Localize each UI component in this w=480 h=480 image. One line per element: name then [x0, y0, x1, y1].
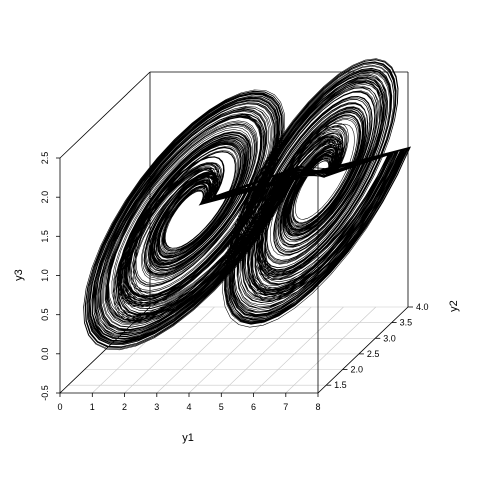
y-tick-label: 2.5	[367, 349, 380, 359]
x-tick-label: 5	[219, 402, 224, 412]
z-tick-label: 1.0	[40, 269, 50, 282]
box-edge	[59, 71, 151, 159]
trajectory	[83, 58, 411, 351]
grid-line	[285, 306, 377, 394]
z-tick-label: 1.5	[40, 230, 50, 243]
box-edge	[59, 306, 151, 394]
box-edge	[317, 306, 409, 394]
y-tick-label: 3.0	[383, 333, 396, 343]
z-tick-label: -0.5	[40, 385, 50, 401]
grid-line	[124, 306, 215, 394]
z-tick-label: 2.5	[40, 152, 50, 165]
y-axis-title: y2	[448, 300, 460, 312]
trajectory-line	[83, 58, 411, 351]
axis-ticks: 0 1 2 3 4 5 6 7 8-0.50.00.51.01.52.02.51.52.02.5…	[40, 152, 429, 412]
x-tick-label: 7	[283, 402, 288, 412]
y-tick-label: 3.5	[400, 318, 413, 328]
y-tick-label: 4.0	[416, 302, 429, 312]
grid-line	[156, 306, 248, 394]
x-tick-label: 4	[186, 402, 191, 412]
y-tick-label: 1.5	[334, 380, 347, 390]
z-tick-label: 0.0	[40, 348, 50, 361]
x-tick-label: 3	[154, 402, 159, 412]
x-tick-label: 2	[122, 402, 127, 412]
x-axis-title: y1	[182, 432, 194, 444]
base-grid	[59, 306, 409, 394]
x-tick-label: 6	[251, 402, 256, 412]
z-axis-title: y3	[13, 269, 25, 281]
y-tick-label: 2.0	[351, 365, 364, 375]
x-tick-label: 0	[57, 402, 62, 412]
x-tick-label: 8	[315, 402, 320, 412]
grid-line	[253, 306, 344, 394]
x-tick-label: 1	[90, 402, 95, 412]
z-tick-label: 2.0	[40, 191, 50, 204]
z-tick-label: 0.5	[40, 308, 50, 321]
grid-line	[221, 306, 312, 394]
